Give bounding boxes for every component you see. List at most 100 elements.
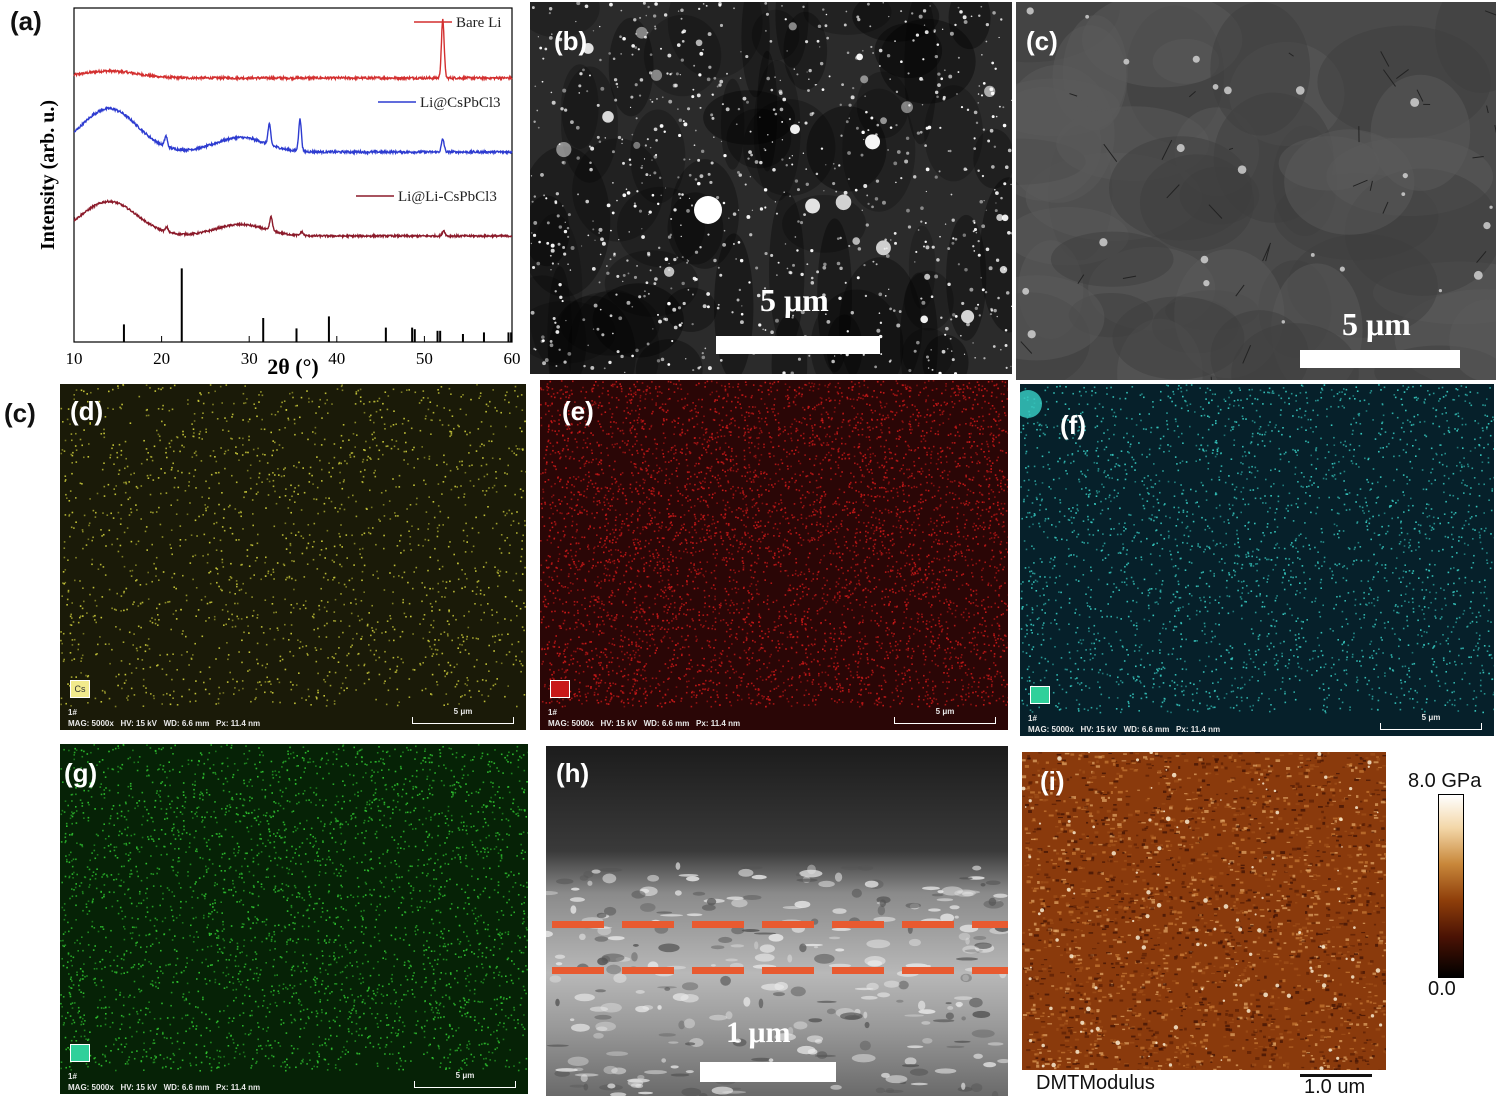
eds-dot bbox=[547, 647, 549, 650]
eds-dot bbox=[149, 620, 152, 622]
eds-dot bbox=[334, 507, 337, 509]
eds-dot bbox=[124, 673, 127, 676]
sem-particle bbox=[978, 314, 981, 317]
sem-particle bbox=[644, 290, 646, 292]
eds-dot bbox=[547, 647, 549, 649]
eds-dot bbox=[238, 511, 240, 514]
eds-dot bbox=[165, 673, 168, 676]
eds-dot bbox=[909, 390, 912, 392]
eds-dot bbox=[375, 698, 377, 701]
eds-dot bbox=[240, 564, 242, 566]
eds-dot bbox=[372, 574, 374, 576]
eds-dot bbox=[872, 545, 875, 548]
sem-particle bbox=[735, 123, 738, 126]
eds-dot bbox=[483, 475, 486, 478]
eds-dot bbox=[777, 421, 780, 424]
eds-dot bbox=[668, 565, 670, 568]
eds-dot bbox=[354, 446, 356, 448]
eds-dot bbox=[917, 447, 919, 449]
eds-dot bbox=[613, 468, 615, 471]
eds-dot bbox=[850, 581, 852, 584]
eds-dot bbox=[596, 601, 599, 603]
eds-dot bbox=[885, 461, 888, 463]
eds-dot bbox=[836, 648, 838, 651]
eds-dot bbox=[573, 614, 576, 617]
eds-dot bbox=[817, 683, 820, 685]
sem-particle bbox=[582, 68, 585, 72]
eds-dot bbox=[963, 514, 965, 516]
eds-dot bbox=[809, 481, 811, 483]
eds-dot bbox=[554, 522, 557, 525]
sem-particle bbox=[739, 258, 744, 263]
sem-particle bbox=[678, 192, 681, 196]
sem-particle bbox=[737, 107, 741, 111]
eds-dot bbox=[711, 627, 713, 630]
eds-dot bbox=[883, 603, 886, 606]
sem-particle bbox=[620, 9, 623, 12]
eds-dot bbox=[327, 412, 329, 414]
eds-dot bbox=[865, 436, 868, 438]
eds-dot bbox=[246, 398, 248, 400]
sem-particle bbox=[973, 137, 976, 140]
eds-dot bbox=[116, 451, 118, 454]
sem-particle bbox=[675, 72, 679, 76]
eds-dot bbox=[662, 418, 665, 420]
eds-dot bbox=[742, 510, 744, 513]
sem-particle bbox=[834, 355, 836, 357]
eds-dot bbox=[593, 546, 596, 549]
eds-dot bbox=[340, 565, 343, 568]
eds-dot bbox=[830, 550, 832, 552]
eds-dot bbox=[393, 639, 395, 642]
eds-dot bbox=[308, 534, 311, 536]
eds-dot bbox=[956, 605, 958, 607]
eds-dot bbox=[465, 522, 467, 525]
eds-dot bbox=[1007, 387, 1008, 390]
eds-dot bbox=[273, 638, 276, 641]
eds-dot bbox=[118, 469, 121, 472]
eds-dot bbox=[68, 500, 71, 502]
eds-dot bbox=[499, 458, 501, 460]
eds-dot bbox=[199, 671, 202, 673]
eds-dot bbox=[379, 520, 381, 522]
eds-dot bbox=[257, 447, 259, 450]
eds-dot bbox=[248, 651, 251, 653]
sem-particle bbox=[629, 163, 632, 166]
sem-particle bbox=[927, 359, 930, 362]
eds-dot bbox=[601, 546, 603, 548]
eds-dot bbox=[265, 643, 268, 646]
sem-particle bbox=[852, 237, 861, 245]
eds-dot bbox=[891, 588, 894, 591]
sem-particle bbox=[549, 339, 553, 343]
eds-dot bbox=[120, 454, 123, 456]
eds-dot bbox=[181, 444, 183, 447]
sem-particle bbox=[952, 313, 956, 317]
eds-dot bbox=[436, 404, 438, 407]
eds-dot bbox=[317, 691, 319, 694]
eds-dot bbox=[374, 400, 376, 403]
eds-dot bbox=[554, 420, 556, 422]
eds-dot bbox=[381, 632, 383, 634]
sem-particle bbox=[978, 85, 981, 87]
sem-particle bbox=[661, 96, 664, 99]
eds-dot bbox=[834, 500, 837, 503]
eds-dot bbox=[940, 404, 942, 407]
eds-dot bbox=[340, 593, 342, 595]
eds-dot bbox=[845, 595, 848, 597]
eds-dot bbox=[188, 481, 190, 483]
eds-dot bbox=[281, 401, 283, 404]
sem-particle bbox=[640, 166, 643, 169]
eds-dot bbox=[656, 617, 659, 619]
eds-dot bbox=[633, 611, 636, 613]
eds-dot bbox=[918, 411, 920, 414]
eds-dot bbox=[680, 697, 683, 700]
eds-dot bbox=[448, 387, 451, 390]
eds-dot bbox=[452, 614, 454, 617]
eds-dot bbox=[769, 456, 771, 458]
eds-dot bbox=[460, 696, 462, 698]
eds-dot bbox=[901, 586, 904, 589]
eds-dot bbox=[181, 633, 184, 635]
eds-dot bbox=[815, 699, 817, 701]
sem-particle bbox=[592, 328, 595, 330]
sem-particle bbox=[975, 121, 979, 125]
eds-dot bbox=[753, 504, 756, 507]
